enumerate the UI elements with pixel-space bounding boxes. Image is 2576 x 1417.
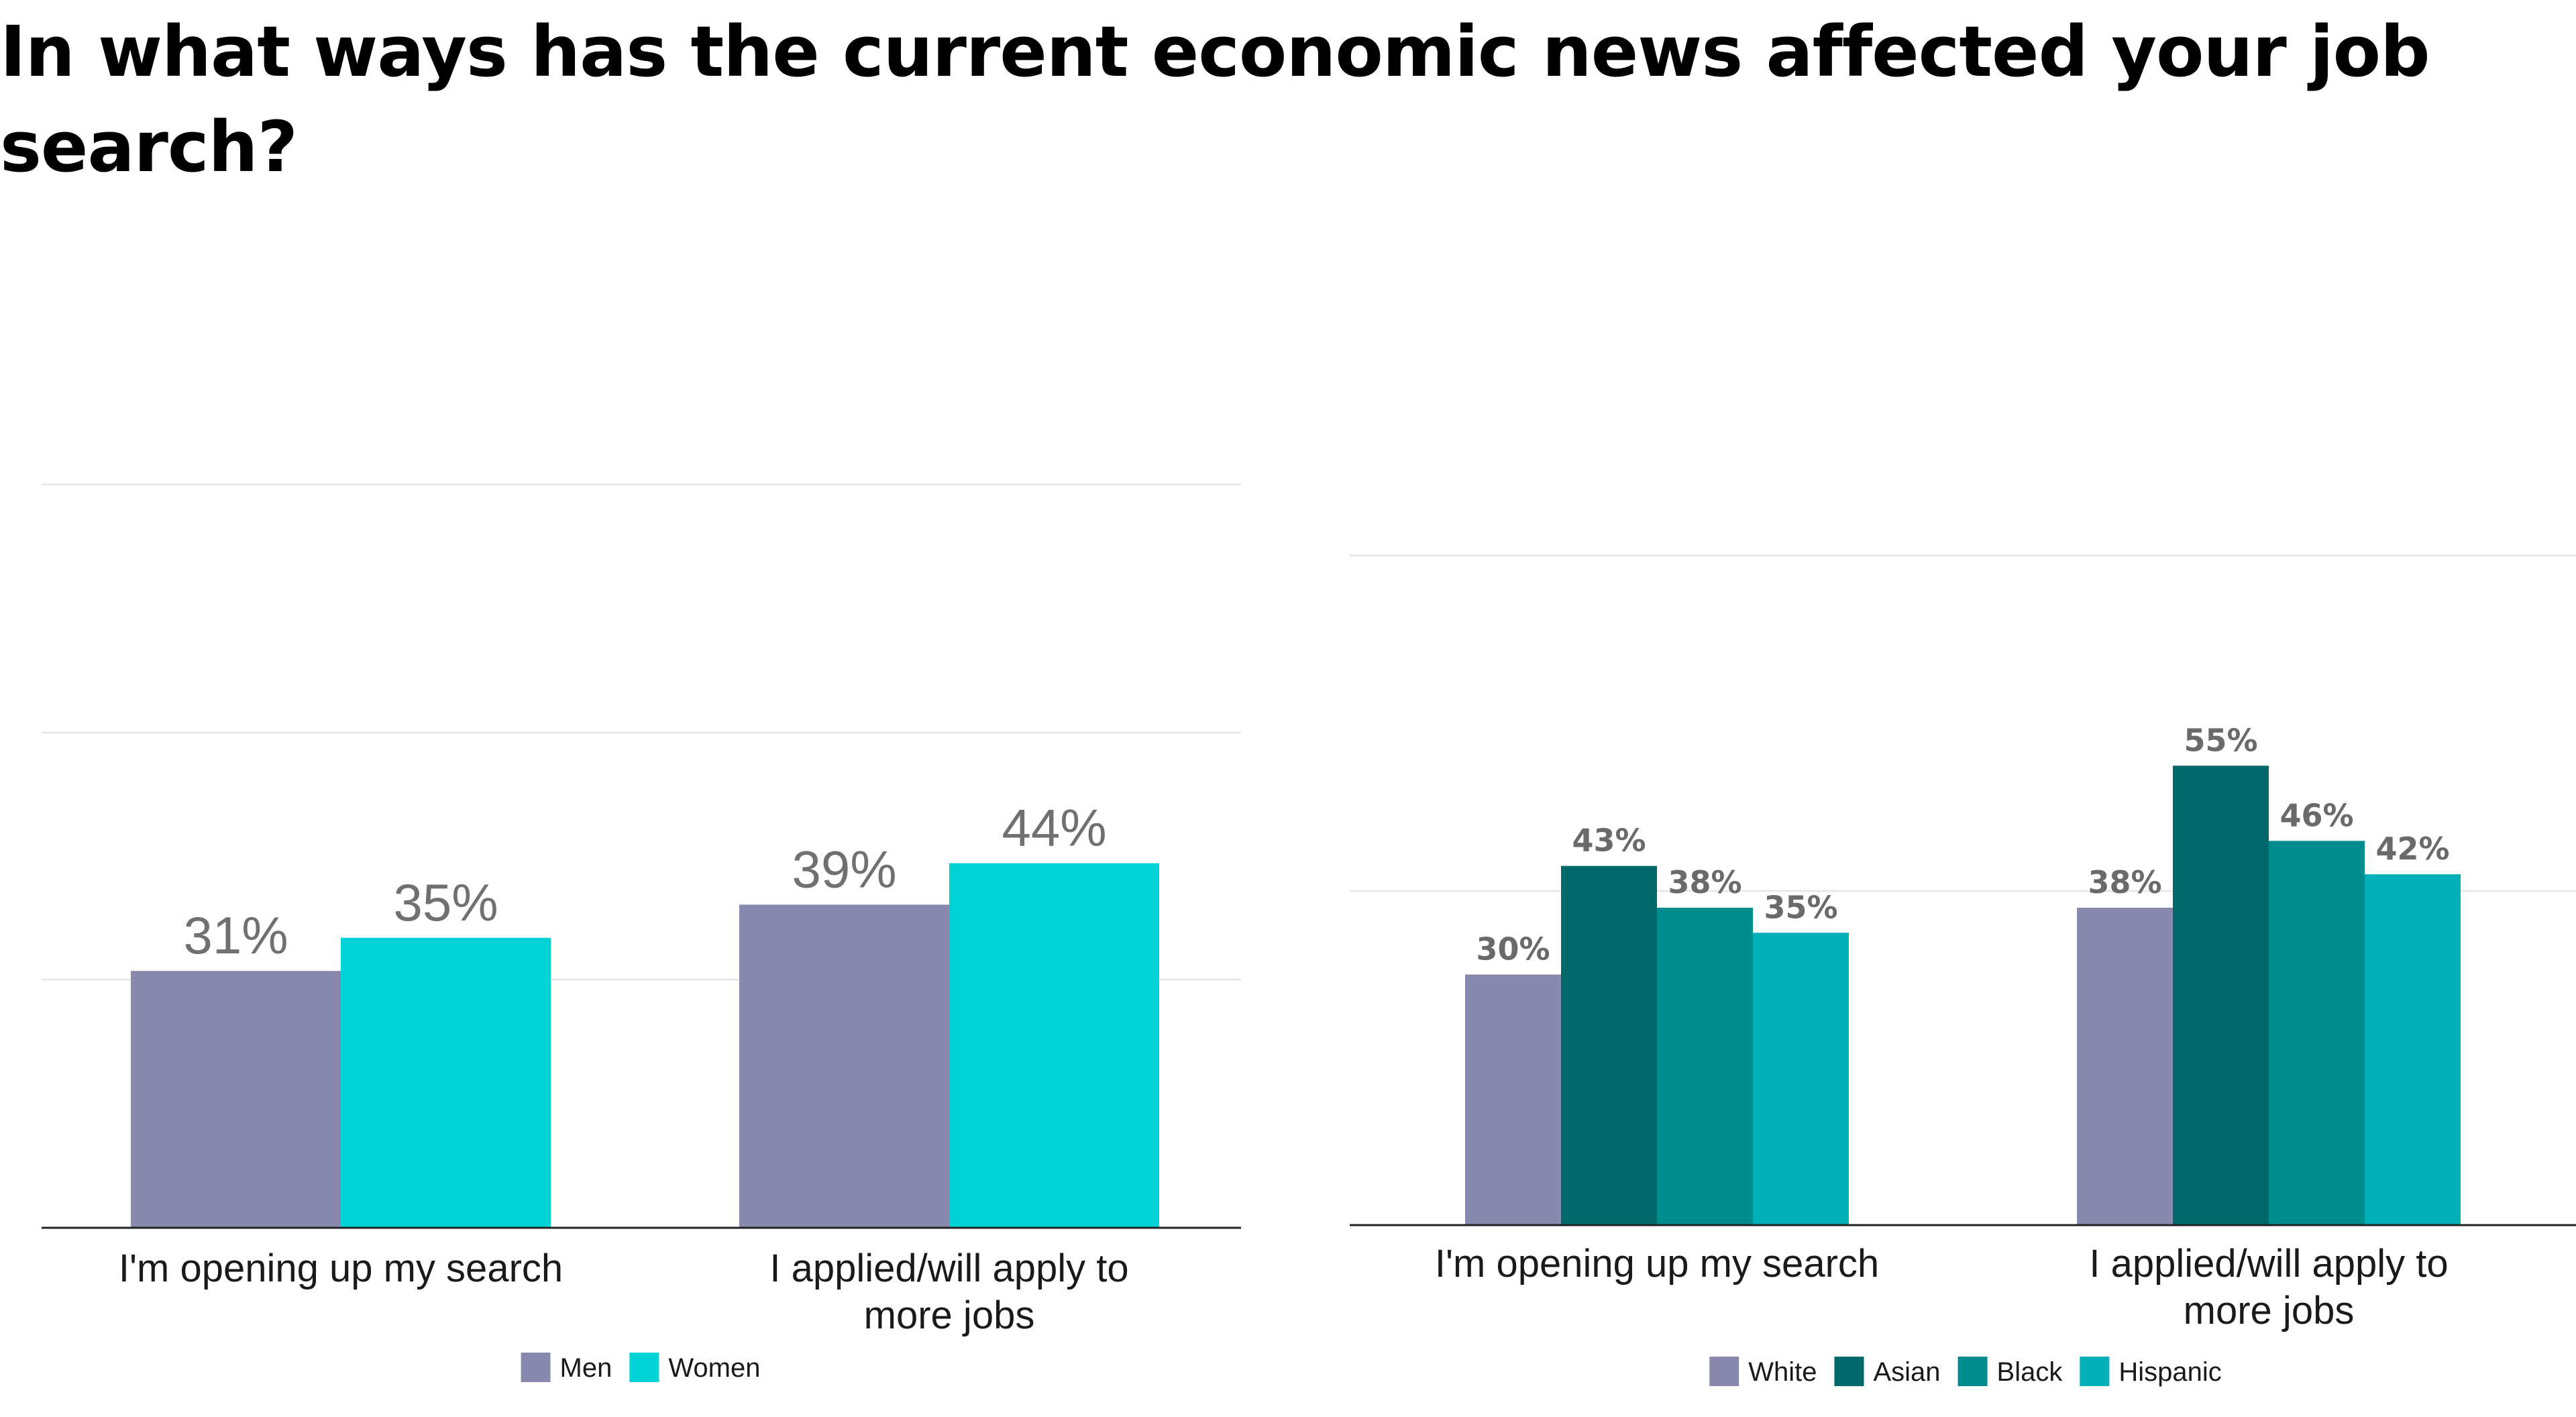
chart2-bar-hispanic — [2365, 874, 2461, 1225]
chart1-data-label: 44% — [1002, 798, 1106, 857]
chart2-data-label: 42% — [2375, 831, 2449, 867]
chart1-bar-women — [949, 863, 1159, 1228]
chart2-data-label: 43% — [1572, 823, 1646, 859]
chart1-legend-swatch-men — [521, 1353, 551, 1382]
chart-title: In what ways has the current economic ne… — [0, 11, 2430, 188]
chart2-data-label: 35% — [1764, 889, 1837, 925]
chart1-category-label: I'm opening up my search — [119, 1247, 563, 1290]
chart2-bar-asian — [2173, 766, 2269, 1225]
chart1-data-label: 31% — [183, 906, 288, 965]
chart2-bar-black — [2269, 841, 2365, 1225]
chart2-legend-swatch-black — [1957, 1357, 1988, 1386]
chart1-bar-men — [739, 904, 949, 1228]
chart2-legend-label: White — [1748, 1357, 1817, 1387]
chart2-bar-hispanic — [1753, 933, 1849, 1225]
chart2-legend-swatch-white — [1709, 1357, 1739, 1386]
chart2-data-label: 38% — [1668, 864, 1741, 900]
chart2-bar-white — [2077, 907, 2173, 1225]
chart1-legend-label: Women — [668, 1353, 760, 1383]
chart2-legend-label: Hispanic — [2118, 1357, 2221, 1387]
chart2-legend-label: Black — [1997, 1357, 2063, 1387]
chart1-legend-swatch-women — [629, 1353, 659, 1382]
chart2-data-label: 30% — [1476, 931, 1550, 967]
chart2-bar-black — [1657, 907, 1753, 1225]
chart2-category-label: I'm opening up my search — [1435, 1242, 1879, 1285]
chart2-data-label: 55% — [2184, 722, 2257, 758]
chart1-category-label: I applied/will apply to more jobs — [769, 1247, 1128, 1337]
chart2-bar-asian — [1561, 865, 1657, 1225]
chart2-data-label: 38% — [2088, 864, 2161, 900]
chart2-legend-swatch-hispanic — [2080, 1357, 2110, 1386]
chart1-legend-label: Men — [560, 1353, 612, 1383]
chart1-data-label: 35% — [393, 873, 498, 932]
chart2-legend-label: Asian — [1873, 1357, 1940, 1387]
chart2-bar-white — [1465, 974, 1561, 1225]
chart2-data-label: 46% — [2279, 797, 2353, 833]
chart1-data-label: 39% — [792, 839, 896, 898]
chart2-category-label: I applied/will apply to more jobs — [2089, 1242, 2448, 1332]
chart1-bar-women — [341, 937, 551, 1228]
chart2-legend-swatch-asian — [1834, 1357, 1864, 1386]
chart1-bar-men — [131, 971, 341, 1228]
